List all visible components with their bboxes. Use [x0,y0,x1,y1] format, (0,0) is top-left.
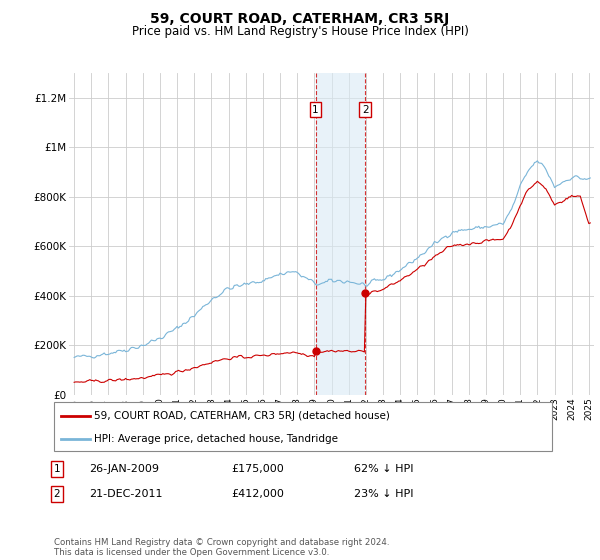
Text: 23% ↓ HPI: 23% ↓ HPI [354,489,413,499]
Text: 26-JAN-2009: 26-JAN-2009 [89,464,159,474]
Text: 2: 2 [362,105,368,115]
Text: 62% ↓ HPI: 62% ↓ HPI [354,464,413,474]
Text: 59, COURT ROAD, CATERHAM, CR3 5RJ (detached house): 59, COURT ROAD, CATERHAM, CR3 5RJ (detac… [94,410,390,421]
Text: HPI: Average price, detached house, Tandridge: HPI: Average price, detached house, Tand… [94,433,338,444]
Text: 2: 2 [53,489,61,499]
Text: 21-DEC-2011: 21-DEC-2011 [89,489,162,499]
Bar [316,73,365,395]
Text: £412,000: £412,000 [231,489,284,499]
Text: 59, COURT ROAD, CATERHAM, CR3 5RJ: 59, COURT ROAD, CATERHAM, CR3 5RJ [151,12,449,26]
Text: £175,000: £175,000 [231,464,284,474]
Text: 1: 1 [312,105,319,115]
Text: Contains HM Land Registry data © Crown copyright and database right 2024.
This d: Contains HM Land Registry data © Crown c… [54,538,389,557]
Text: 1: 1 [53,464,61,474]
Text: Price paid vs. HM Land Registry's House Price Index (HPI): Price paid vs. HM Land Registry's House … [131,25,469,38]
